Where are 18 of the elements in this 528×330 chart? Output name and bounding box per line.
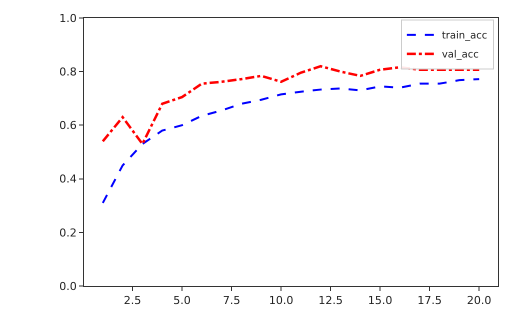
y-tick-label: 0.0 [59, 280, 77, 293]
x-tick-label: 2.5 [124, 294, 142, 308]
legend-label: train_acc [442, 30, 488, 42]
y-tick-label: 0.6 [59, 119, 77, 132]
x-tick-label: 20.0 [466, 294, 492, 308]
y-tick-label: 0.4 [59, 172, 77, 186]
x-tick-label: 12.5 [318, 294, 343, 308]
x-tick-label: 7.5 [222, 294, 240, 308]
x-tick-label: 15.0 [368, 294, 392, 308]
y-tick-label: 0.2 [59, 226, 77, 240]
line-series [102, 78, 480, 204]
line-series [102, 64, 480, 146]
x-tick-label: 10.0 [268, 294, 294, 308]
x-tick-label: 5.0 [173, 294, 191, 308]
y-tick-label: 0.8 [59, 65, 77, 78]
legend-label: val_acc [442, 50, 479, 61]
y-tick-label: 1.0 [59, 12, 77, 25]
x-tick-label: 17.5 [417, 294, 442, 308]
